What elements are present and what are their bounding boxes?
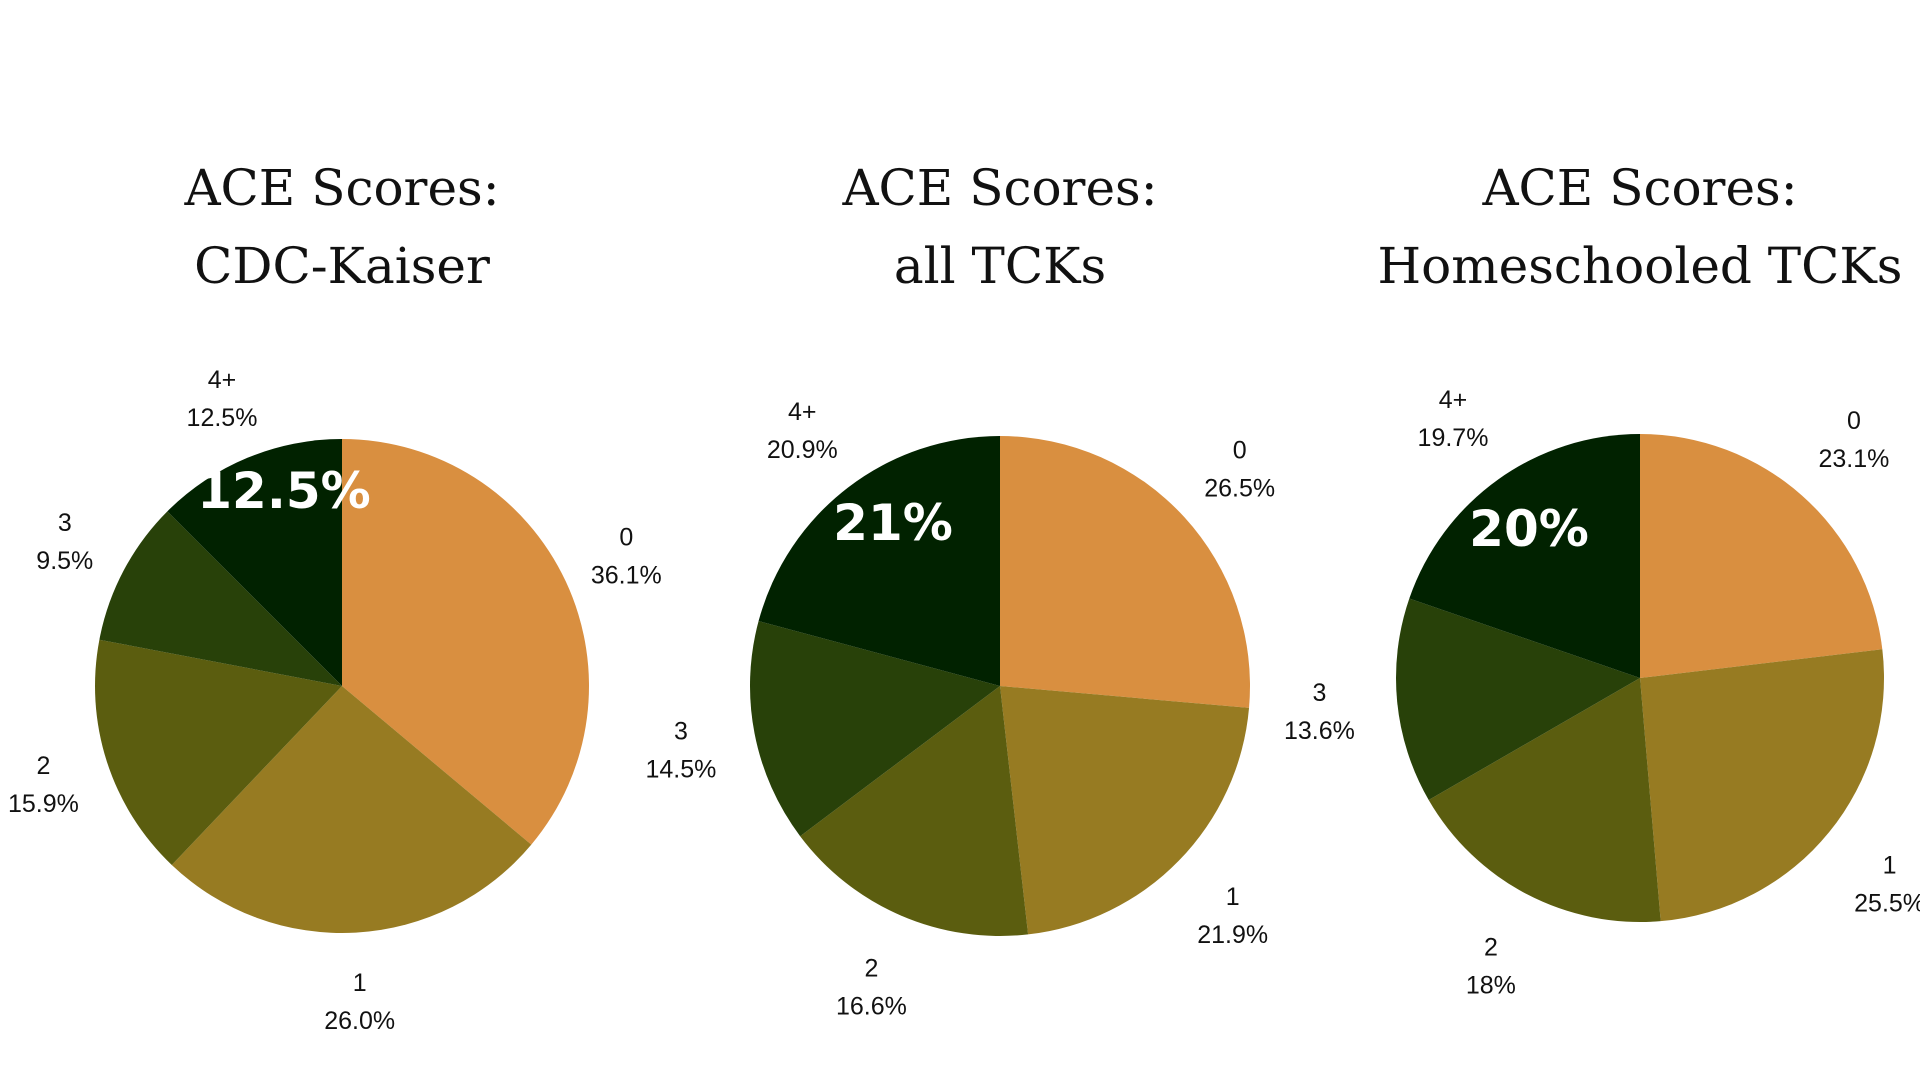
chart-title-line-2: Homeschooled TCKs — [1378, 237, 1903, 295]
slice-category-label: 3 — [674, 718, 688, 746]
pie-slice-2 — [95, 639, 343, 865]
slice-category-label: 4+ — [208, 366, 237, 394]
slice-category-label: 2 — [36, 752, 50, 780]
pie-slice-1 — [171, 686, 532, 933]
slice-category-label: 1 — [1883, 852, 1897, 880]
pie-slice-2 — [800, 686, 1029, 937]
chart-title-line-2: CDC-Kaiser — [194, 237, 490, 295]
slice-category-label: 1 — [1226, 883, 1240, 911]
pie-slice-2 — [1428, 678, 1661, 922]
pie-chart-1: ACE Scores: CDC-Kaiser 0 36.1% 1 26.0% 2 15.9% 3… — [8, 159, 662, 1035]
highlight-value: 20% — [1469, 500, 1589, 558]
slice-percent-label: 36.1% — [591, 561, 662, 589]
slice-percent-label: 16.6% — [836, 993, 907, 1021]
pie-slice-4plus — [758, 436, 1000, 686]
pie-slice-1 — [1640, 649, 1885, 922]
slice-category-label: 3 — [1312, 679, 1326, 707]
pie-slice-1 — [1000, 686, 1250, 935]
slice-percent-label: 15.9% — [8, 790, 79, 818]
highlight-value: 21% — [833, 494, 953, 552]
pie-chart-2: ACE Scores: all TCKs 0 26.5% 1 21.9% 2 16.6% 3 14… — [645, 159, 1275, 1021]
pie-slice-3 — [99, 511, 342, 686]
pie-slice-0 — [1000, 436, 1250, 708]
pie-slice-4plus — [167, 439, 342, 686]
slice-percent-label: 18% — [1466, 972, 1516, 1000]
chart-title-line-1: ACE Scores: — [183, 159, 499, 217]
slice-percent-label: 23.1% — [1818, 445, 1889, 473]
chart-title-line-1: ACE Scores: — [1481, 159, 1797, 217]
slice-category-label: 0 — [619, 523, 633, 551]
slice-percent-label: 13.6% — [1284, 717, 1355, 745]
chart-title-line-2: all TCKs — [894, 237, 1106, 295]
slice-category-label: 2 — [1484, 934, 1498, 962]
slice-category-label: 3 — [58, 509, 72, 537]
slice-category-label: 4+ — [788, 398, 817, 426]
slice-percent-label: 14.5% — [645, 756, 716, 784]
slice-category-label: 2 — [864, 955, 878, 983]
slice-percent-label: 9.5% — [36, 547, 93, 575]
pie-slice-4plus — [1409, 434, 1640, 678]
pie-slice-0 — [1640, 434, 1883, 678]
slice-percent-label: 20.9% — [767, 436, 838, 464]
slice-category-label: 0 — [1847, 407, 1861, 435]
slice-category-label: 0 — [1233, 437, 1247, 465]
chart-title-line-1: ACE Scores: — [841, 159, 1157, 217]
slice-percent-label: 21.9% — [1197, 921, 1268, 949]
pie-slice-0 — [342, 439, 589, 845]
highlight-value: 12.5% — [197, 462, 370, 520]
slice-category-label: 1 — [353, 969, 367, 997]
slice-category-label: 4+ — [1439, 386, 1468, 414]
pie-slice-3 — [750, 621, 1000, 837]
slice-percent-label: 26.0% — [324, 1007, 395, 1035]
pie-slice-3 — [1396, 598, 1640, 800]
slice-percent-label: 25.5% — [1854, 890, 1920, 918]
slice-percent-label: 12.5% — [187, 404, 258, 432]
slice-percent-label: 19.7% — [1418, 424, 1489, 452]
pie-chart-3: ACE Scores: Homeschooled TCKs 0 23.1% 1 25.5%… — [1284, 159, 1920, 1000]
slice-percent-label: 26.5% — [1204, 475, 1275, 503]
